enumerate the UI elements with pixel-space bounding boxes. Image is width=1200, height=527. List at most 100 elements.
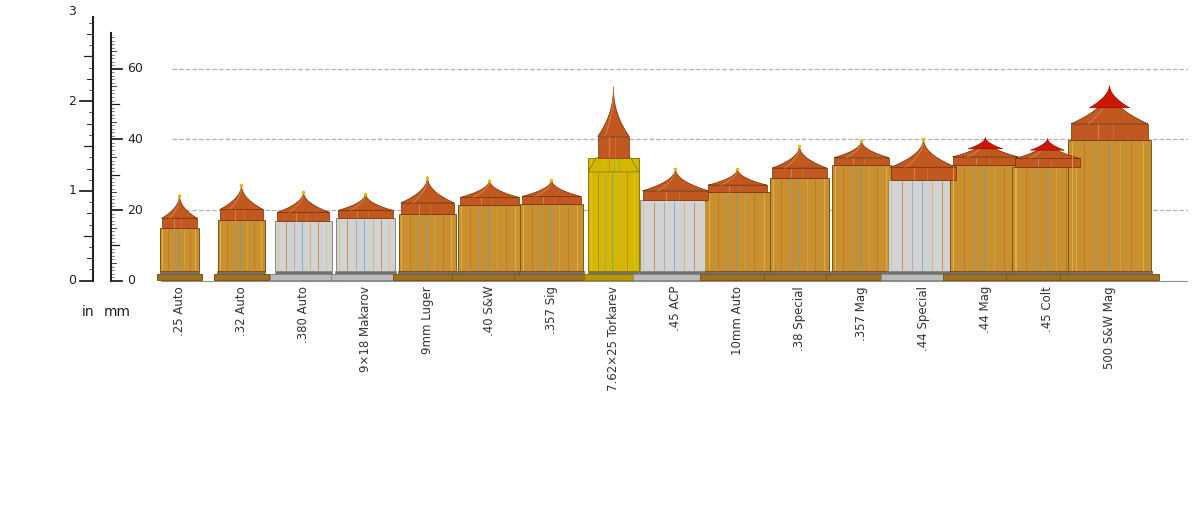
Bar <box>270 274 337 279</box>
Bar <box>338 210 392 218</box>
Bar <box>769 178 829 271</box>
Bar <box>640 200 712 271</box>
Polygon shape <box>401 177 454 203</box>
Bar <box>518 271 584 274</box>
Bar <box>452 274 527 279</box>
Text: 1: 1 <box>68 184 76 198</box>
Bar <box>953 157 1019 165</box>
Polygon shape <box>220 184 263 209</box>
Bar <box>764 274 834 279</box>
Text: 40: 40 <box>127 133 143 146</box>
Bar <box>772 168 827 178</box>
Text: .44 Mag: .44 Mag <box>979 286 992 333</box>
Polygon shape <box>953 138 1019 157</box>
Bar <box>214 274 269 279</box>
Bar <box>769 271 830 274</box>
Bar <box>275 271 332 274</box>
Bar <box>401 203 454 214</box>
Bar <box>708 185 767 192</box>
Text: 3: 3 <box>68 5 76 18</box>
Bar <box>949 271 1022 274</box>
Polygon shape <box>1072 86 1147 124</box>
Polygon shape <box>708 168 767 185</box>
Bar <box>832 271 892 274</box>
Bar <box>643 191 708 200</box>
Text: .45 ACP: .45 ACP <box>668 286 682 331</box>
Text: 9×18 Makarov: 9×18 Makarov <box>359 286 372 372</box>
Text: 60: 60 <box>127 62 143 75</box>
Polygon shape <box>588 158 638 172</box>
Bar <box>588 158 638 271</box>
Bar <box>157 274 203 279</box>
Bar <box>218 220 265 271</box>
Polygon shape <box>277 191 330 212</box>
Text: 7.62×25 Torkarev: 7.62×25 Torkarev <box>607 286 620 391</box>
Bar <box>887 271 960 274</box>
Polygon shape <box>1015 139 1080 159</box>
Polygon shape <box>522 179 581 197</box>
Bar <box>1015 159 1080 167</box>
Bar <box>1068 140 1151 271</box>
Bar <box>336 271 396 274</box>
Bar <box>457 271 522 274</box>
Bar <box>583 274 643 279</box>
Text: .40 S&W: .40 S&W <box>482 286 496 336</box>
Bar <box>700 274 775 279</box>
Polygon shape <box>1090 86 1129 108</box>
Bar <box>160 228 199 271</box>
Bar <box>1013 167 1082 271</box>
Bar <box>394 274 462 279</box>
Bar <box>881 274 966 279</box>
Bar <box>834 158 889 165</box>
Bar <box>217 271 265 274</box>
Bar <box>832 165 892 271</box>
Bar <box>588 271 640 274</box>
Bar <box>706 192 769 271</box>
Bar <box>398 271 457 274</box>
Bar <box>331 274 401 279</box>
Bar <box>1061 274 1159 279</box>
Polygon shape <box>162 195 197 218</box>
Text: mm: mm <box>104 305 131 319</box>
Bar <box>398 214 456 271</box>
Bar <box>1006 274 1088 279</box>
Bar <box>514 274 589 279</box>
Text: .44 Special: .44 Special <box>917 286 930 351</box>
Polygon shape <box>460 180 518 198</box>
Bar <box>457 205 521 271</box>
Text: .38 Special: .38 Special <box>793 286 806 350</box>
Polygon shape <box>598 87 629 136</box>
Bar <box>160 271 199 274</box>
Bar <box>827 274 896 279</box>
Text: 500 S&W Mag: 500 S&W Mag <box>1103 286 1116 368</box>
Bar <box>1067 271 1152 274</box>
Bar <box>277 212 330 221</box>
Bar <box>634 274 718 279</box>
Bar <box>640 271 712 274</box>
Polygon shape <box>834 140 889 158</box>
Text: in: in <box>83 305 95 319</box>
Text: 0: 0 <box>127 274 136 287</box>
Polygon shape <box>772 145 827 168</box>
Text: .25 Auto: .25 Auto <box>173 286 186 336</box>
Bar <box>162 218 197 228</box>
Bar <box>1012 271 1084 274</box>
Polygon shape <box>643 168 708 191</box>
Polygon shape <box>968 138 1002 149</box>
Bar <box>888 180 959 271</box>
Bar <box>1072 124 1147 140</box>
Text: 9mm Luger: 9mm Luger <box>421 286 434 354</box>
Bar <box>890 167 956 180</box>
Text: .357 Sig: .357 Sig <box>545 286 558 334</box>
Bar <box>943 274 1027 279</box>
Text: 0: 0 <box>68 274 76 287</box>
Text: 2: 2 <box>68 95 76 108</box>
Bar <box>275 221 331 271</box>
Polygon shape <box>1031 139 1064 150</box>
Bar <box>336 218 395 271</box>
Text: .32 Auto: .32 Auto <box>235 286 248 336</box>
Text: .357 Mag: .357 Mag <box>854 286 868 340</box>
Text: 20: 20 <box>127 203 143 217</box>
Bar <box>220 209 263 220</box>
Text: .380 Auto: .380 Auto <box>296 286 310 343</box>
